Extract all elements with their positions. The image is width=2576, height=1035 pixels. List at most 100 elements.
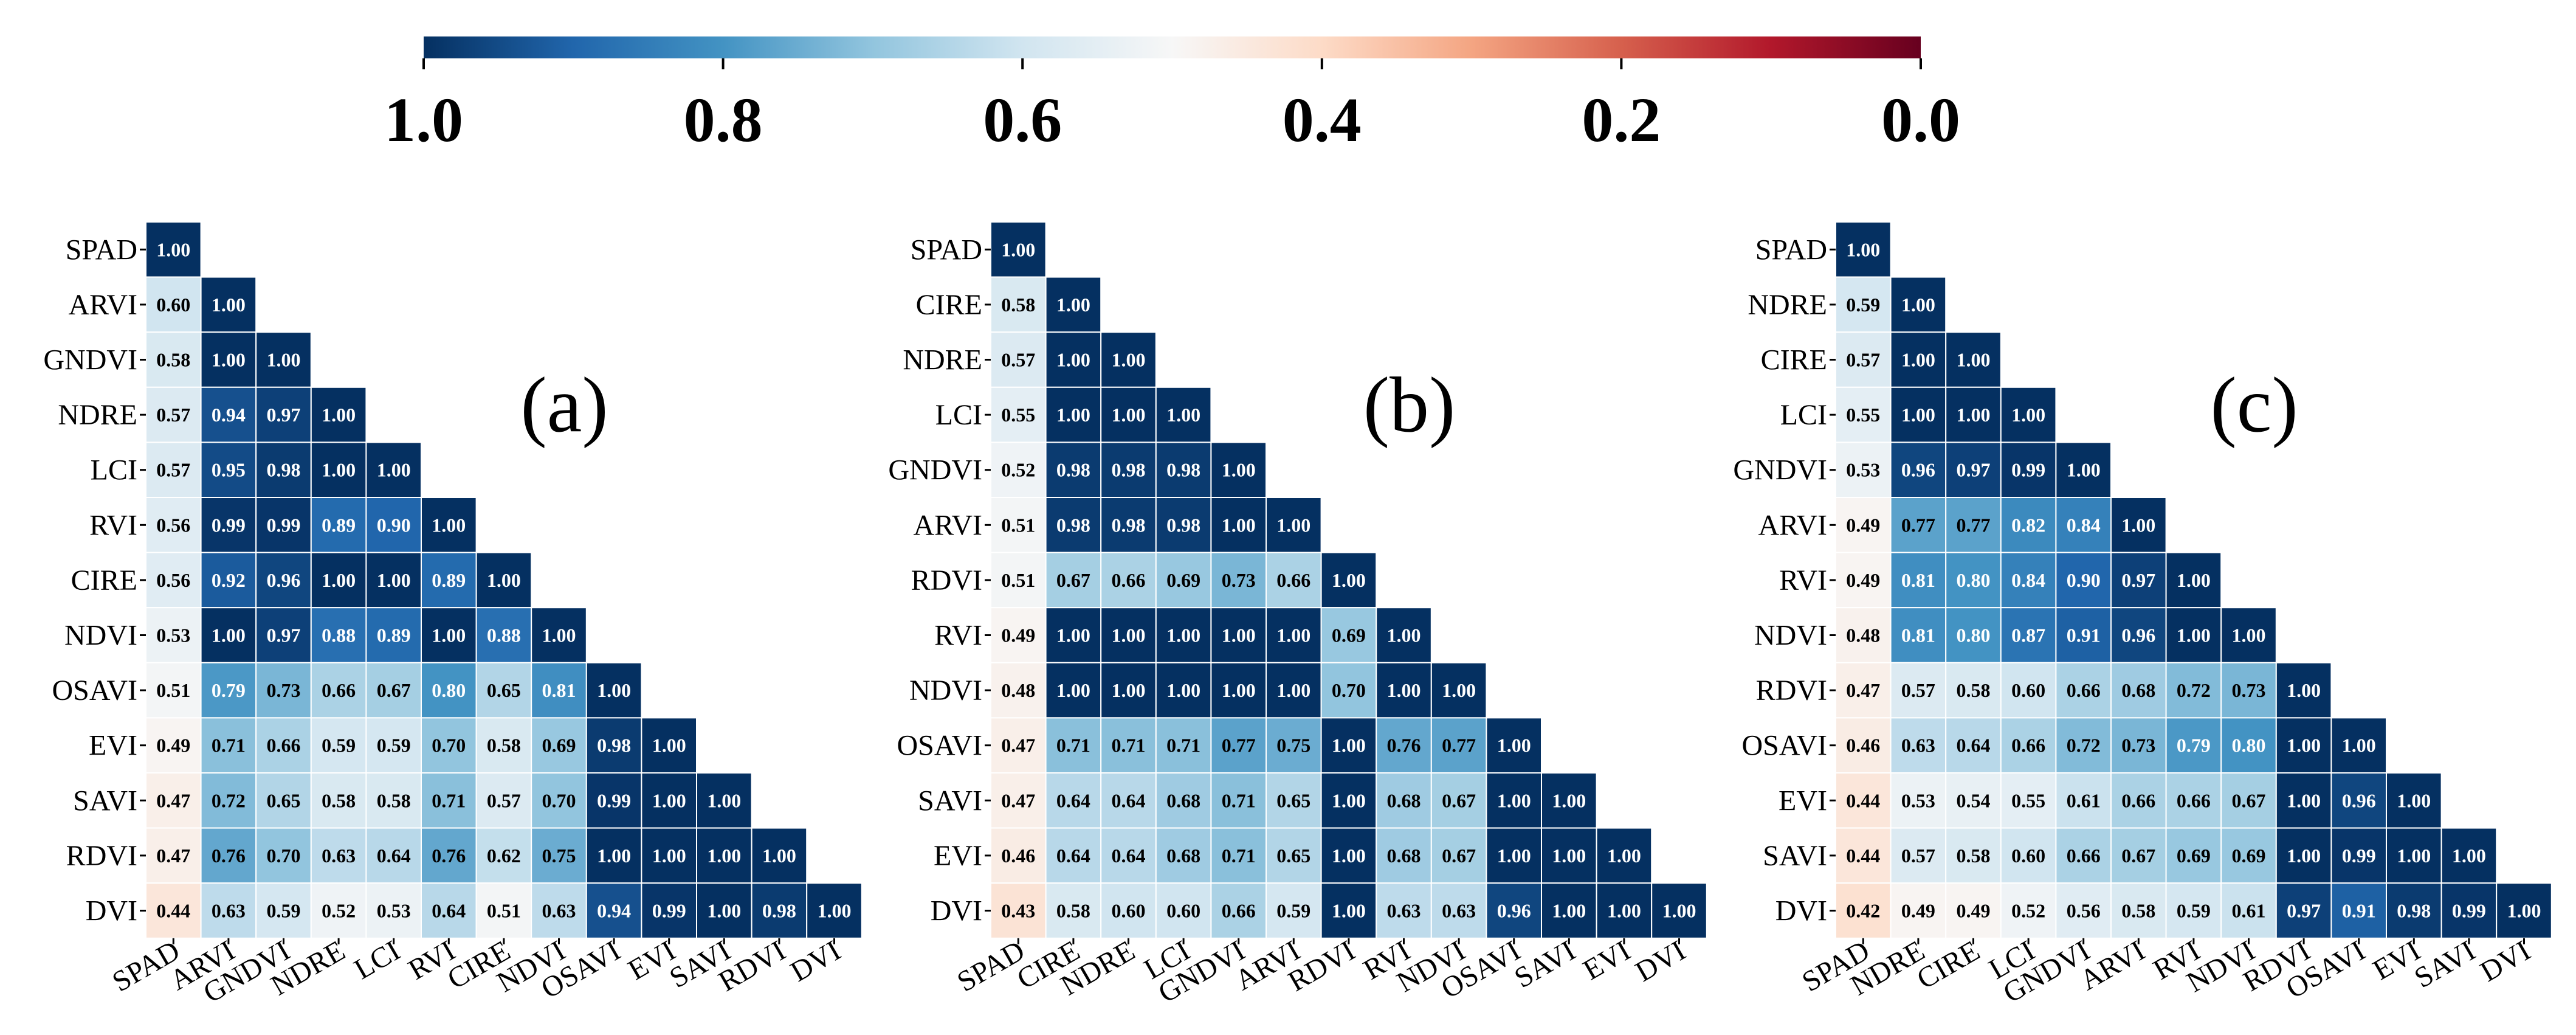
heatmap-cell <box>641 717 698 774</box>
heatmap-cell <box>585 717 642 774</box>
cell-value-label: 0.80 <box>2232 735 2266 756</box>
row-label: RVI <box>1779 564 1827 597</box>
cell-value-label: 1.00 <box>1056 349 1090 371</box>
cell-value-label: 0.99 <box>597 789 631 811</box>
column-label: SAVI <box>2409 934 2481 994</box>
cell-value-label: 0.57 <box>1001 349 1035 371</box>
panel-label: (c) <box>2210 361 2298 449</box>
heatmap-cell <box>310 441 367 499</box>
cell-value-label: 0.53 <box>1846 459 1880 481</box>
cell-value-label: 0.98 <box>597 735 631 756</box>
cell-value-label: 1.00 <box>1552 789 1586 811</box>
cell-value-label: 0.73 <box>2232 679 2266 701</box>
cell-value-label: 0.61 <box>2067 789 2101 811</box>
heatmap-cell <box>1155 717 1212 774</box>
cell-value-label: 0.87 <box>2011 625 2045 646</box>
column-label: LCI <box>349 934 405 986</box>
cell-value-label: 1.00 <box>1607 900 1641 922</box>
cell-value-label: 0.67 <box>377 679 411 701</box>
cell-value-label: 0.66 <box>2067 845 2101 867</box>
heatmap-cell <box>2055 607 2112 663</box>
column-label: DVI <box>2475 934 2536 988</box>
cell-value-label: 1.00 <box>1662 900 1696 922</box>
cell-value-label: 0.59 <box>1846 294 1880 316</box>
cell-value-label: 0.66 <box>1112 569 1146 591</box>
heatmap-cell <box>200 497 257 553</box>
heatmap-cell <box>990 772 1047 829</box>
cell-value-label: 0.46 <box>1001 845 1035 867</box>
heatmap-cell <box>696 772 752 829</box>
heatmap-cell <box>531 607 587 663</box>
row-label: GNDVI <box>888 454 982 486</box>
heatmap-cell <box>2055 827 2112 884</box>
heatmap-cell <box>2220 717 2277 774</box>
cell-value-label: 0.67 <box>1442 845 1476 867</box>
cell-value-label: 0.94 <box>212 404 246 426</box>
cell-value-label: 0.49 <box>1846 514 1880 536</box>
cell-value-label: 1.00 <box>1001 238 1035 260</box>
heatmap-cell <box>1320 772 1377 829</box>
heatmap-cell <box>2055 882 2112 939</box>
cell-value-label: 0.69 <box>2177 845 2211 867</box>
cell-value-label: 1.00 <box>377 459 411 481</box>
colorbar-tick-label: 0.2 <box>1582 85 1661 155</box>
heatmap-cell <box>200 607 257 663</box>
row-label: NDRE <box>1748 289 1827 321</box>
heatmap-cell <box>1486 882 1542 939</box>
cell-value-label: 0.77 <box>1957 514 1991 536</box>
cell-value-label: 0.96 <box>2342 789 2376 811</box>
cell-value-label: 1.00 <box>2342 735 2376 756</box>
cell-value-label: 1.00 <box>1112 404 1146 426</box>
cell-value-label: 1.00 <box>1332 845 1366 867</box>
row-label: SAVI <box>73 784 137 817</box>
heatmap-cell <box>1100 882 1157 939</box>
heatmap-cell <box>585 827 642 884</box>
heatmap-cell <box>421 772 477 829</box>
cell-value-label: 1.00 <box>1222 625 1256 646</box>
cell-value-label: 0.66 <box>2067 679 2101 701</box>
heatmap-cell <box>531 827 587 884</box>
cell-value-label: 0.77 <box>1442 735 1476 756</box>
cell-value-label: 0.68 <box>1166 845 1200 867</box>
cell-value-label: 1.00 <box>1387 679 1421 701</box>
heatmap-cell <box>475 717 532 774</box>
cell-value-label: 0.66 <box>267 735 301 756</box>
cell-value-label: 0.51 <box>156 679 190 701</box>
cell-value-label: 0.66 <box>2121 789 2155 811</box>
heatmap-cell <box>2000 552 2057 609</box>
heatmap-cell <box>990 386 1047 443</box>
cell-value-label: 0.60 <box>2011 679 2045 701</box>
row-label: DVI <box>1775 895 1827 927</box>
cell-value-label: 1.00 <box>542 625 576 646</box>
cell-value-label: 0.58 <box>2121 900 2155 922</box>
cell-value-label: 0.65 <box>487 679 521 701</box>
cell-value-label: 0.56 <box>156 514 190 536</box>
cell-value-label: 0.59 <box>1276 900 1310 922</box>
row-label: EVI <box>1779 784 1827 817</box>
heatmap-cell <box>1835 607 1892 663</box>
heatmap-cell <box>990 662 1047 719</box>
cell-value-label: 0.72 <box>2177 679 2211 701</box>
cell-value-label: 0.67 <box>1056 569 1090 591</box>
cell-value-label: 1.00 <box>1332 569 1366 591</box>
heatmap-cell <box>1100 386 1157 443</box>
cell-value-label: 0.99 <box>2342 845 2376 867</box>
heatmap-cell <box>1210 441 1267 499</box>
column-label: DVI <box>785 934 846 988</box>
heatmap-cell <box>1045 882 1102 939</box>
heatmap-cell <box>310 717 367 774</box>
cell-value-label: 0.44 <box>1846 845 1880 867</box>
heatmap-cell <box>2165 772 2222 829</box>
heatmap-cell <box>1430 662 1487 719</box>
heatmap-cell <box>1890 276 1947 333</box>
cell-value-label: 0.98 <box>1056 514 1090 536</box>
heatmap-cell <box>421 497 477 553</box>
cell-value-label: 0.76 <box>432 845 466 867</box>
column-label: SAVI <box>1509 934 1581 994</box>
cell-value-label: 0.99 <box>2452 900 2486 922</box>
heatmap-cell <box>1155 662 1212 719</box>
cell-value-label: 0.49 <box>1957 900 1991 922</box>
heatmap-cell <box>2110 662 2167 719</box>
cell-value-label: 0.63 <box>322 845 356 867</box>
cell-value-label: 0.43 <box>1001 900 1035 922</box>
